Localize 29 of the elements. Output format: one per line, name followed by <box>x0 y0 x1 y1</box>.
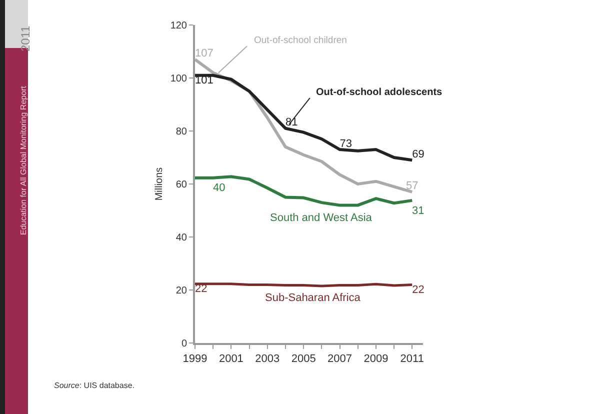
text: Out-of-school children <box>254 35 347 46</box>
y-axis-title: Millions <box>154 167 165 201</box>
annotation: 31 <box>412 205 424 217</box>
y-tick-label: 60 <box>176 180 188 190</box>
x-tick-label: 1999 <box>182 353 208 366</box>
y-tick-label: 20 <box>176 286 188 296</box>
y-tick-label: 0 <box>181 338 188 350</box>
y-tick-label: 100 <box>170 74 188 84</box>
x-tick-label: 2007 <box>328 353 352 366</box>
data-label: 107 <box>195 48 214 60</box>
y-tick-label: 120 <box>170 20 188 32</box>
text: 2011 <box>18 25 32 52</box>
data-label: 22 <box>412 284 424 296</box>
x-tick-label: 2001 <box>218 353 244 366</box>
series-label: Sub-Saharan Africa <box>265 292 362 304</box>
x-tick-label: 2005 <box>291 353 316 366</box>
source-note: Source: UIS database. <box>54 381 135 390</box>
text: Education for All Global Monitoring Report <box>19 85 28 235</box>
data-label: 57 <box>406 180 418 192</box>
x-tick-label: 2011 <box>400 353 424 366</box>
data-label: 73 <box>340 138 352 150</box>
x-tick-label: 2009 <box>364 353 388 366</box>
y-tick-label: 80 <box>176 126 188 138</box>
data-label: 69 <box>412 148 424 160</box>
annotation: 40 <box>213 182 226 194</box>
x-tick-label: 2003 <box>255 353 280 366</box>
y-tick-label: 40 <box>176 232 188 244</box>
text: Out-of-school adolescents <box>316 87 443 98</box>
series-label: South and West Asia <box>270 212 373 224</box>
